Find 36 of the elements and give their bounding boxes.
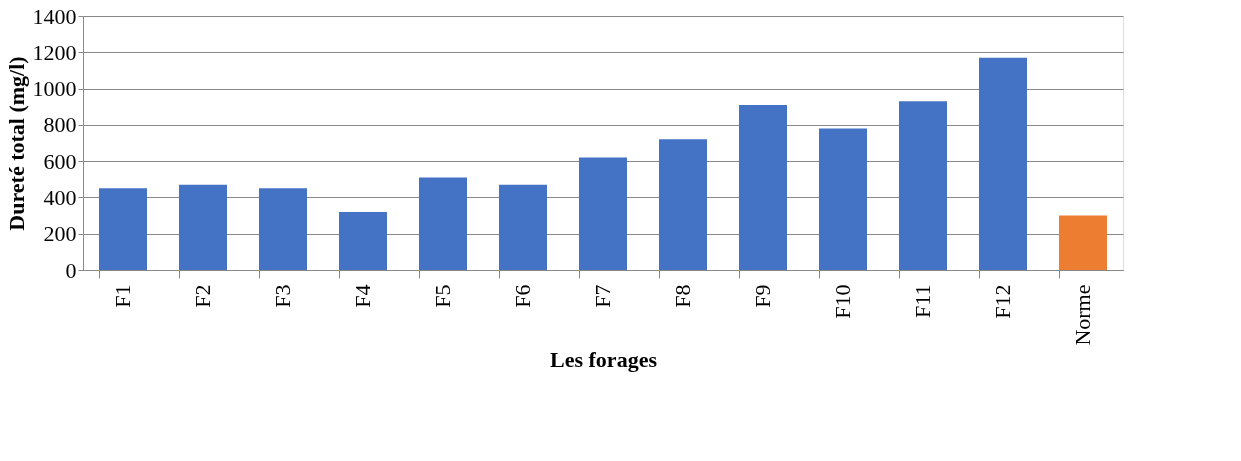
bar	[419, 177, 467, 270]
bar	[259, 188, 307, 270]
bar	[739, 104, 787, 270]
y-tick-label: 800	[43, 112, 77, 138]
y-tick-label: 600	[43, 148, 77, 174]
bar	[179, 184, 227, 270]
bar	[579, 157, 627, 270]
x-tick-label: Norme	[1070, 284, 1095, 346]
y-tick-label: 0	[65, 257, 77, 283]
x-tick-label: F4	[350, 284, 375, 308]
bar	[339, 211, 387, 270]
y-tick-label: 200	[43, 221, 77, 247]
bar	[979, 57, 1027, 270]
x-tick-label: F6	[510, 284, 535, 308]
y-tick-label: 1400	[32, 3, 77, 29]
bar	[99, 188, 147, 270]
x-tick-label: F5	[430, 284, 455, 308]
x-tick-label: F7	[590, 284, 615, 308]
y-tick-label: 1000	[32, 76, 77, 102]
x-tick-label: F9	[750, 284, 775, 308]
x-tick-label: F1	[110, 284, 135, 308]
bar	[659, 139, 707, 270]
bar	[499, 184, 547, 270]
x-tick-label: F3	[270, 284, 295, 308]
x-tick-label: F11	[910, 284, 935, 318]
x-tick-label: F2	[190, 284, 215, 308]
bar	[899, 101, 947, 270]
x-axis-title: Les forages	[550, 346, 658, 372]
x-tick-label: F8	[670, 284, 695, 308]
y-tick-label: 1200	[32, 39, 77, 65]
y-axis-title: Dureté total (mg/l)	[3, 56, 29, 231]
y-tick-label: 400	[43, 184, 77, 210]
bar	[1059, 215, 1107, 270]
bar	[819, 128, 867, 270]
x-tick-label: F12	[990, 284, 1015, 319]
x-tick-label: F10	[830, 284, 855, 319]
